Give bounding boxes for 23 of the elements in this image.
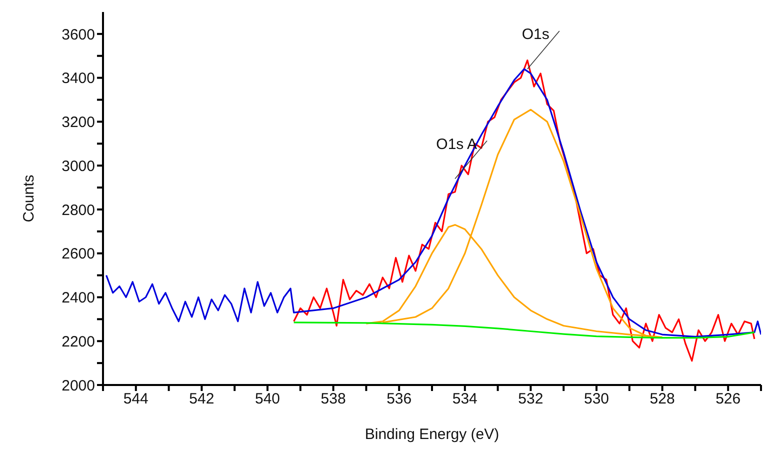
x-tick-label: 540 (254, 390, 280, 408)
y-tick-label: 3600 (62, 26, 95, 44)
x-tick-label: 526 (716, 390, 741, 408)
y-tick-label: 2800 (62, 202, 95, 219)
annotation: O1s (522, 26, 550, 44)
x-tick-label: 544 (123, 390, 148, 408)
annotation: O1s A (436, 136, 478, 153)
x-tick-label: 538 (320, 390, 346, 408)
x-tick-label: 536 (386, 390, 412, 408)
y-tick-label: 3400 (62, 70, 95, 88)
x-tick-label: 530 (584, 390, 610, 408)
y-tick-label: 3200 (62, 114, 95, 132)
y-tick-label: 2200 (62, 333, 95, 350)
x-axis-title: Binding Energy (eV) (364, 426, 500, 443)
y-tick-label: 3000 (62, 158, 95, 175)
x-tick-label: 542 (189, 390, 214, 408)
y-tick-label: 2000 (62, 377, 95, 394)
y-tick-label: 2600 (62, 246, 95, 263)
y-tick-label: 2400 (62, 290, 95, 307)
x-tick-label: 528 (650, 390, 675, 408)
x-tick-label: 534 (452, 390, 478, 408)
y-axis-title: Counts (20, 174, 38, 222)
x-tick-label: 532 (518, 390, 544, 408)
